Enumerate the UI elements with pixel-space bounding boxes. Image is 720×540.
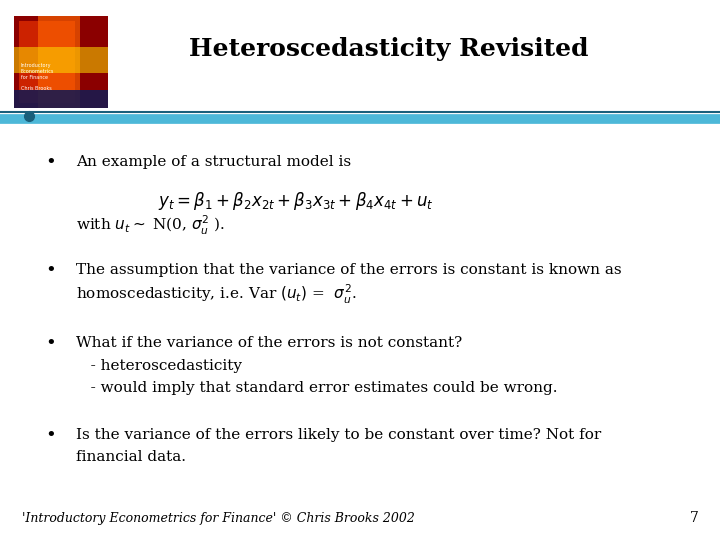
Text: •: • [45,261,55,279]
Text: $y_t = \beta_1 + \beta_2 x_{2t} + \beta_3 x_{3t} + \beta_4 x_{4t} + u_t$: $y_t = \beta_1 + \beta_2 x_{2t} + \beta_… [158,190,434,212]
Text: Heteroscedasticity Revisited: Heteroscedasticity Revisited [189,37,588,60]
Text: - heteroscedasticity: - heteroscedasticity [76,359,242,373]
Bar [19,21,75,103]
Text: - would imply that standard error estimates could be wrong.: - would imply that standard error estima… [76,381,557,395]
Text: The assumption that the variance of the errors is constant is known as: The assumption that the variance of the … [76,263,621,277]
Bar [14,90,108,108]
Text: 'Introductory Econometrics for Finance' © Chris Brooks 2002: 'Introductory Econometrics for Finance' … [22,512,415,525]
Bar [14,48,108,73]
Text: homoscedasticity, i.e. Var $(u_t)$ =  $\sigma_u^2$.: homoscedasticity, i.e. Var $(u_t)$ = $\s… [76,283,356,306]
Bar [37,16,80,108]
Text: Introductory
Econometrics
for Finance

Chris Brooks: Introductory Econometrics for Finance Ch… [21,63,54,91]
Text: 7: 7 [690,511,698,525]
Text: •: • [45,334,55,352]
Text: Is the variance of the errors likely to be constant over time? Not for: Is the variance of the errors likely to … [76,428,601,442]
Text: An example of a structural model is: An example of a structural model is [76,155,351,169]
Text: •: • [45,153,55,171]
Text: financial data.: financial data. [76,450,186,464]
Text: •: • [45,426,55,444]
Text: with $u_t \sim$ N(0, $\sigma_u^2$ ).: with $u_t \sim$ N(0, $\sigma_u^2$ ). [76,214,225,237]
Text: What if the variance of the errors is not constant?: What if the variance of the errors is no… [76,336,462,350]
